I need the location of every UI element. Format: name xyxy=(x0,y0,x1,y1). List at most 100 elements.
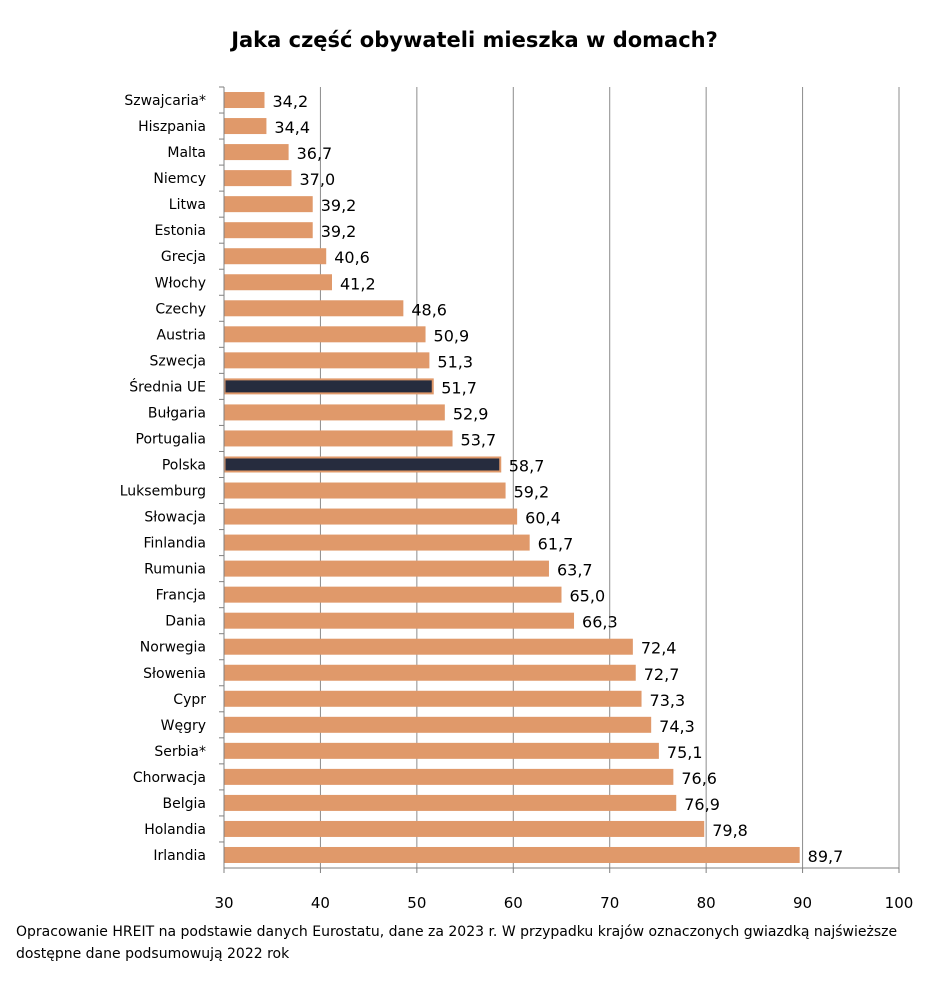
bar xyxy=(224,222,313,239)
x-tick-label: 80 xyxy=(697,894,716,912)
bar xyxy=(224,430,453,447)
bar xyxy=(224,352,430,369)
bar xyxy=(224,196,313,213)
category-label: Austria xyxy=(157,327,206,343)
bar-highlight xyxy=(223,378,434,395)
category-label: Norwegia xyxy=(140,640,206,656)
category-label: Średnia UE xyxy=(129,377,206,395)
value-label: 52,9 xyxy=(453,404,489,423)
value-label: 73,3 xyxy=(650,691,686,710)
value-label: 39,2 xyxy=(321,222,357,241)
x-tick-label: 50 xyxy=(407,894,426,912)
category-label: Estonia xyxy=(154,223,206,239)
category-label: Szwecja xyxy=(150,353,206,369)
value-label: 76,9 xyxy=(684,795,720,814)
bar xyxy=(224,768,674,785)
x-tick-label: 90 xyxy=(793,894,812,912)
value-label: 37,0 xyxy=(300,170,336,189)
bar xyxy=(224,742,659,759)
value-label: 50,9 xyxy=(434,326,470,345)
x-tick-label: 100 xyxy=(885,894,914,912)
value-label: 61,7 xyxy=(538,535,574,554)
category-label: Słowacja xyxy=(144,510,206,526)
bar xyxy=(224,144,289,161)
category-label: Francja xyxy=(156,588,206,604)
category-label: Hiszpania xyxy=(138,119,206,135)
value-label: 34,2 xyxy=(273,92,309,111)
value-label: 53,7 xyxy=(461,430,497,449)
gridlines xyxy=(319,87,900,868)
value-label: 74,3 xyxy=(659,717,695,736)
category-label: Litwa xyxy=(169,197,206,213)
bar xyxy=(224,248,327,265)
bar xyxy=(224,638,633,655)
category-label: Słowenia xyxy=(143,666,206,682)
category-label: Malta xyxy=(167,145,206,161)
bar xyxy=(224,508,518,525)
value-label: 39,2 xyxy=(321,196,357,215)
value-label: 72,7 xyxy=(644,665,680,684)
category-label: Włochy xyxy=(155,275,206,291)
category-label: Luksemburg xyxy=(120,484,206,500)
bar-chart: 30 40 50 60 70 80 90 100 Szwajcaria* 34,2 Hiszpani… xyxy=(120,86,914,912)
plot-area xyxy=(224,87,899,868)
bar xyxy=(224,170,292,187)
bar xyxy=(224,820,705,837)
value-label: 66,3 xyxy=(582,613,618,632)
category-label: Niemcy xyxy=(153,171,206,187)
bar xyxy=(224,664,636,681)
category-label: Rumunia xyxy=(144,562,206,578)
category-label: Szwajcaria* xyxy=(124,93,206,109)
labels: 30 40 50 60 70 80 90 100 Szwajcaria* 34,2 Hiszpani… xyxy=(120,92,914,912)
x-tick-label: 60 xyxy=(504,894,523,912)
bar-highlight xyxy=(223,456,502,473)
value-label: 63,7 xyxy=(557,561,593,580)
bar xyxy=(224,274,332,291)
category-label: Finlandia xyxy=(144,536,207,552)
bar xyxy=(224,586,562,603)
category-label: Polska xyxy=(162,457,206,473)
bar xyxy=(224,92,265,109)
value-label: 60,4 xyxy=(525,509,561,528)
value-label: 75,1 xyxy=(667,743,703,762)
source-note: Opracowanie HREIT na podstawie danych Eu… xyxy=(16,924,898,962)
category-label: Serbia* xyxy=(154,744,206,760)
value-label: 51,3 xyxy=(437,352,473,371)
value-label: 48,6 xyxy=(411,300,447,319)
category-label: Dania xyxy=(165,614,206,630)
bar xyxy=(224,716,652,733)
category-label: Chorwacja xyxy=(133,770,206,786)
category-label: Cypr xyxy=(173,692,206,708)
bars xyxy=(223,92,800,863)
value-label: 36,7 xyxy=(297,144,333,163)
value-label: 59,2 xyxy=(514,483,550,502)
bar xyxy=(224,560,549,577)
value-label: 72,4 xyxy=(641,639,677,658)
x-tick-label: 40 xyxy=(311,894,330,912)
value-label: 58,7 xyxy=(509,456,545,475)
chart-title: Jaka część obywateli mieszka w domach? xyxy=(231,28,718,52)
value-label: 76,6 xyxy=(681,769,717,788)
category-label: Holandia xyxy=(144,822,206,838)
value-label: 51,7 xyxy=(441,378,477,397)
category-label: Węgry xyxy=(161,718,206,734)
category-label: Grecja xyxy=(161,249,206,265)
bar xyxy=(224,404,445,421)
category-label: Irlandia xyxy=(153,848,206,864)
bar xyxy=(224,794,677,811)
value-label: 79,8 xyxy=(712,821,748,840)
value-label: 41,2 xyxy=(340,274,376,293)
bar xyxy=(224,326,426,343)
value-label: 65,0 xyxy=(570,587,606,606)
bar xyxy=(224,534,530,551)
category-label: Portugalia xyxy=(136,431,206,447)
axes xyxy=(219,86,900,873)
x-tick-label: 30 xyxy=(214,894,233,912)
category-label: Czechy xyxy=(155,301,206,317)
bar xyxy=(224,612,575,629)
bar xyxy=(224,118,267,135)
bar xyxy=(224,846,800,863)
value-label: 34,4 xyxy=(274,118,310,137)
bar xyxy=(224,690,642,707)
category-label: Bułgaria xyxy=(148,405,206,421)
